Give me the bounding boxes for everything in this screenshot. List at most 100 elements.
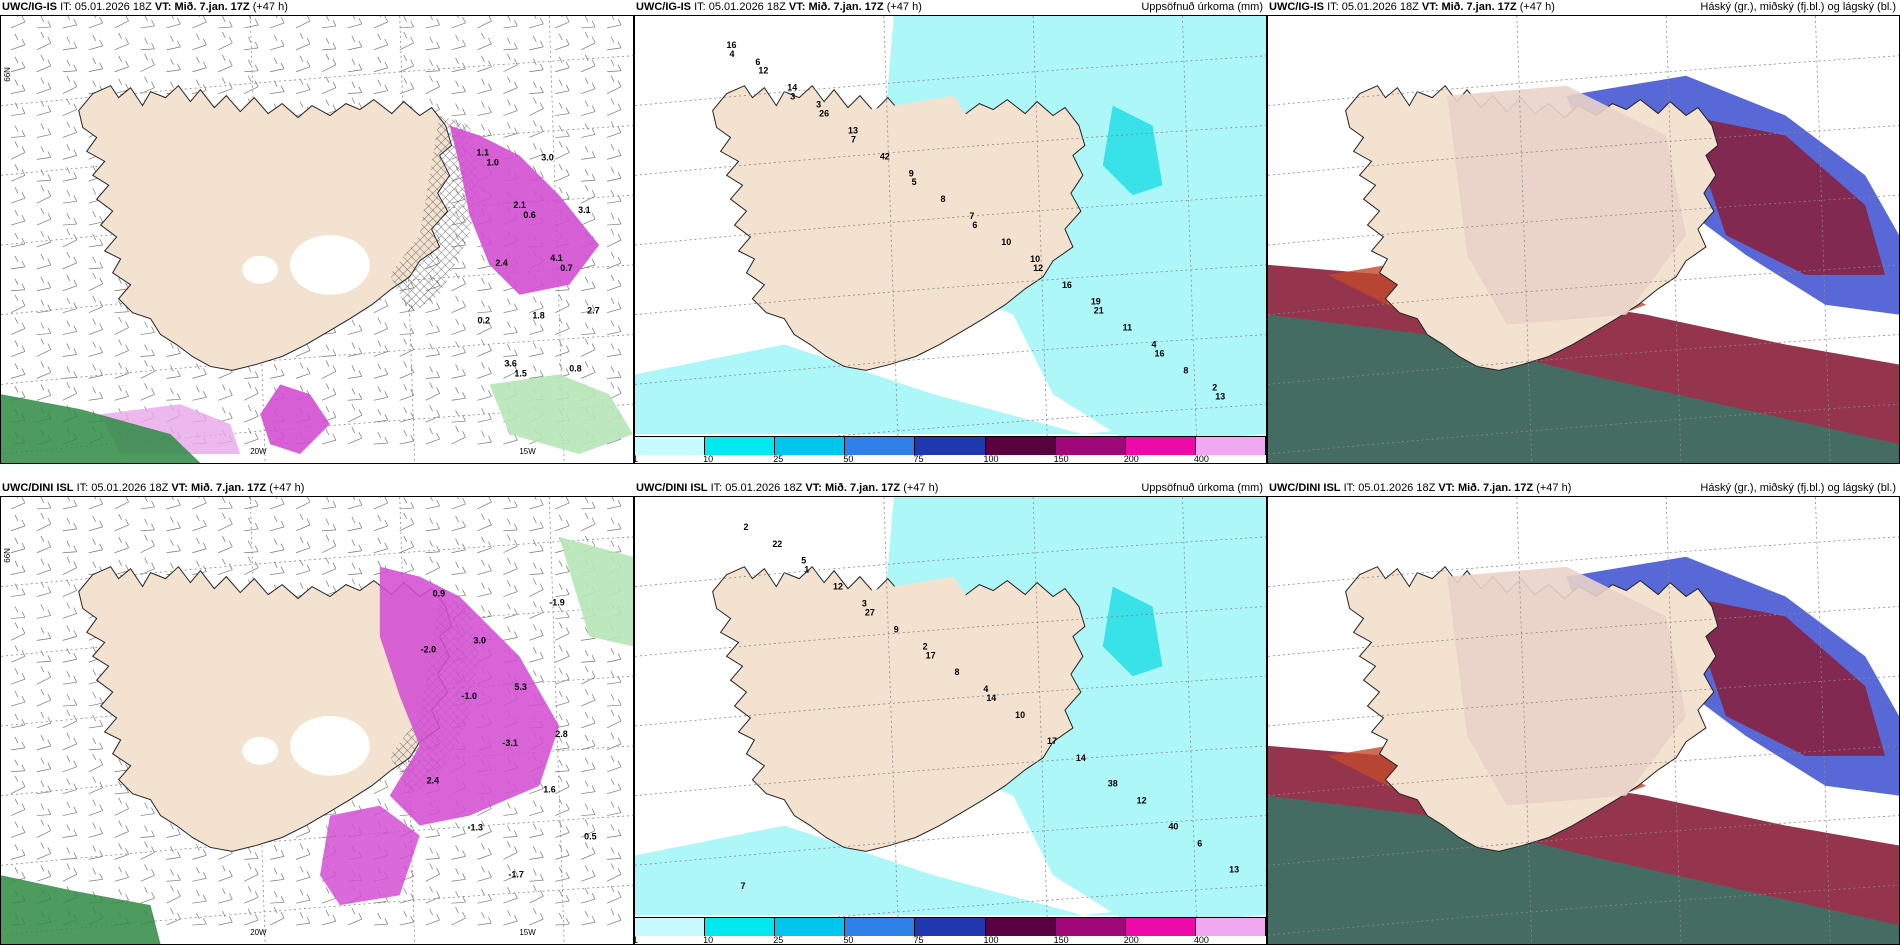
wind-barb: [140, 557, 155, 575]
pressure-value: 2.4: [495, 258, 507, 268]
wind-barb: [62, 212, 78, 226]
hatched-area: [389, 115, 480, 315]
pressure-value: 1.0: [486, 157, 498, 167]
wind-barb: [555, 294, 570, 313]
pressure-value: 1.5: [514, 368, 526, 378]
wind-barb: [555, 317, 570, 335]
wind-barb: [295, 55, 311, 73]
latitude-line: [635, 55, 1266, 106]
pressure-value: -2.0: [421, 644, 436, 654]
latitude-label: 66N: [3, 548, 12, 563]
wind-barb: [606, 297, 622, 314]
wind-barb: [192, 890, 207, 904]
colorbar-swatch: [1055, 918, 1126, 936]
wind-barb: [477, 101, 492, 116]
wind-barb: [140, 321, 155, 335]
wind-barb: [581, 780, 596, 795]
wind-barb: [10, 141, 26, 160]
wind-barb: [503, 802, 518, 816]
wind-barb: [581, 688, 596, 707]
wind-barb: [10, 497, 26, 510]
panel-p2: 4 3 7 5 6 12 21 16 13 12 26 42 8 10 16 11 8 16 14 13 9 7 10 19 4…: [634, 15, 1267, 464]
latitude-line: [635, 745, 1266, 797]
wind-barb: [373, 537, 389, 554]
wind-barb: [10, 668, 26, 685]
wind-barb: [218, 77, 233, 94]
wind-barb: [477, 385, 492, 401]
wind-barb: [10, 537, 26, 554]
wind-barb: [114, 385, 129, 401]
wind-barb: [114, 820, 129, 838]
wind-barb: [295, 16, 311, 29]
wind-barb: [503, 864, 518, 882]
wind-barb: [140, 76, 155, 94]
wind-barb: [373, 497, 389, 510]
precip-blob: [260, 384, 330, 455]
map-canvas: [1268, 497, 1899, 944]
wind-barb: [503, 321, 518, 335]
pressure-value: 1.1: [476, 147, 488, 157]
wind-barb: [451, 907, 466, 926]
latitude-line: [635, 125, 1266, 176]
precip-value: 1: [804, 565, 809, 575]
pressure-value: 2.7: [587, 306, 599, 316]
wind-barb: [606, 98, 622, 116]
pressure-value: 3.0: [474, 635, 486, 645]
wind-barb: [88, 57, 103, 73]
wind-barb: [10, 821, 26, 838]
wind-barb: [425, 428, 440, 445]
wind-barb: [529, 647, 544, 663]
precip-value: 13: [1215, 391, 1225, 401]
precip-value: 42: [880, 151, 890, 161]
wind-barb: [10, 33, 26, 51]
wind-barb: [10, 317, 26, 335]
wind-barb: [503, 557, 518, 575]
colorbar-swatch: [1125, 918, 1196, 936]
wind-barb: [10, 278, 26, 292]
precip-value: 16: [727, 40, 737, 50]
latitude-line: [1268, 884, 1899, 936]
wind-barb: [425, 405, 440, 423]
wind-barb: [36, 688, 52, 707]
wind-barb: [555, 690, 570, 707]
wind-barb: [425, 75, 440, 94]
wind-barb: [88, 776, 103, 794]
wind-barb: [607, 366, 622, 379]
wind-barb: [425, 886, 440, 904]
panel-title: UWC/DINI ISL IT: 05.01.2026 18Z VT: Mið.…: [636, 482, 939, 494]
latitude-line: [1, 334, 633, 385]
wind-barb: [503, 497, 518, 510]
pressure-value: -1.9: [549, 598, 564, 608]
wind-barb: [477, 300, 492, 314]
wind-barb: [62, 297, 78, 314]
wind-barb: [477, 513, 492, 532]
colorbar-swatch: [775, 918, 846, 936]
latitude-line: [635, 606, 1266, 657]
wind-barb: [529, 539, 544, 554]
wind-barb: [581, 666, 596, 685]
glacier-patch: [242, 255, 279, 284]
wind-barb: [62, 497, 78, 510]
wind-barb: [166, 342, 181, 357]
precip-value: 14: [787, 83, 797, 93]
longitude-label-20w: 20W: [250, 447, 267, 456]
wind-barb: [555, 736, 570, 751]
wind-barb: [88, 210, 103, 226]
wind-barb: [36, 558, 52, 575]
colorbar-swatch: [1125, 437, 1196, 455]
latitude-line: [635, 264, 1266, 316]
wind-barb: [192, 537, 207, 554]
wind-barb: [62, 167, 78, 182]
wind-barb: [451, 515, 466, 532]
wind-barb: [321, 383, 337, 401]
wind-barb: [36, 497, 52, 510]
wind-barb: [399, 497, 415, 510]
latitude-line: [635, 815, 1266, 866]
precip-value: 7: [969, 211, 974, 221]
wind-barb: [581, 865, 596, 882]
wind-barb: [10, 56, 26, 73]
wind-barb: [140, 802, 155, 816]
wind-barb: [10, 125, 26, 138]
wind-barb: [270, 515, 285, 532]
wind-barb: [270, 80, 285, 94]
